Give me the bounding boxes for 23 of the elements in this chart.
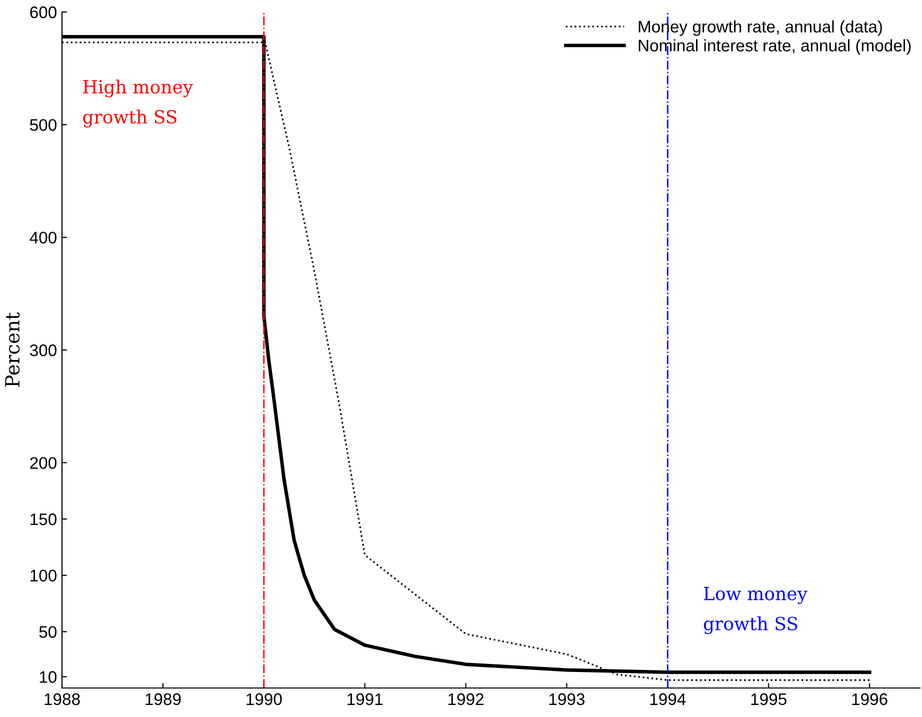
x-tick-label: 1992	[448, 693, 484, 706]
y-tick-label: 200	[30, 457, 56, 469]
y-tick-label: 300	[30, 344, 56, 356]
x-tick-label: 1989	[146, 693, 181, 706]
y-tick-label: 150	[30, 513, 56, 526]
ref-line-label: Low money growth SS	[704, 586, 808, 634]
legend-label: Nominal interest rate, annual (model)	[638, 39, 911, 55]
x-tick-label: 1995	[751, 693, 786, 706]
ref-line-label: High money growth SS	[83, 80, 194, 128]
y-tick-label: 500	[30, 119, 56, 131]
x-tick-label: 1991	[348, 693, 383, 706]
y-tick-label: 100	[30, 570, 56, 582]
x-tick-label: 1996	[852, 693, 888, 706]
y-axis-title: Percent	[5, 312, 20, 387]
y-tick-label: 10	[40, 671, 56, 683]
y-tick-label: 400	[30, 232, 56, 244]
x-tick-label: 1988	[44, 693, 80, 706]
y-tick-label: 600	[30, 6, 56, 18]
x-tick-label: 1994	[650, 693, 686, 706]
x-tick-label: 1993	[549, 693, 585, 706]
legend-label: Money growth rate, annual (data)	[638, 20, 882, 36]
x-tick-label: 1990	[246, 693, 282, 706]
y-tick-label: 50	[39, 626, 56, 638]
